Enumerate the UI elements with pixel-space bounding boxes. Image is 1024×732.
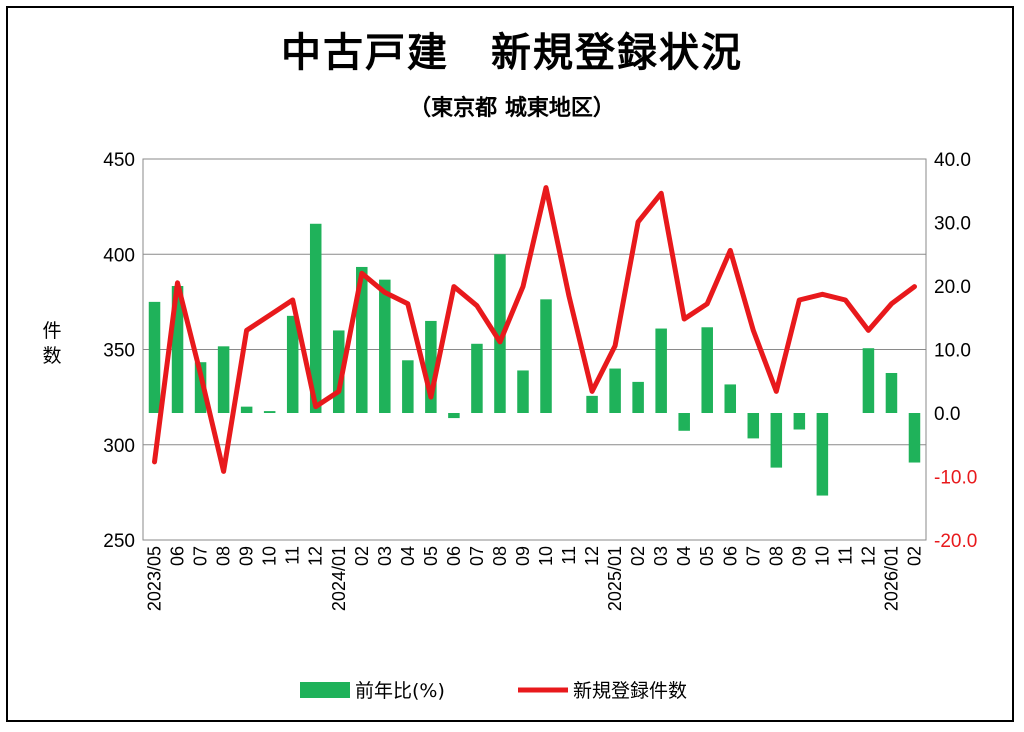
right-tick-label: 10.0 bbox=[934, 341, 971, 362]
bar bbox=[816, 413, 829, 496]
x-tick-label: 07 bbox=[743, 546, 763, 566]
right-axis: 40.0 30.0 20.0 10.0 0.0 -10.0 -20.0 bbox=[934, 150, 977, 552]
bar bbox=[540, 299, 552, 413]
bar bbox=[770, 413, 783, 468]
right-tick-label: -10.0 bbox=[934, 468, 977, 489]
x-tick-label: 06 bbox=[444, 546, 464, 566]
bar bbox=[724, 384, 737, 413]
x-tick-label: 08 bbox=[214, 546, 234, 566]
x-tick-label: 12 bbox=[582, 546, 602, 566]
x-tick-label: 04 bbox=[674, 546, 694, 566]
bar bbox=[171, 286, 184, 413]
left-axis-label-char: 数 bbox=[42, 345, 61, 367]
x-tick-label: 09 bbox=[237, 546, 257, 566]
bar bbox=[517, 370, 529, 413]
x-tick-label: 2026/01 bbox=[881, 546, 901, 611]
bar bbox=[471, 343, 483, 413]
right-tick-label: 40.0 bbox=[934, 150, 971, 171]
right-tick-label: 20.0 bbox=[934, 277, 971, 298]
x-tick-label: 02 bbox=[904, 546, 924, 566]
bar bbox=[632, 381, 644, 413]
bar bbox=[309, 223, 322, 413]
x-tick-label: 03 bbox=[375, 546, 395, 566]
x-tick-label: 06 bbox=[720, 546, 740, 566]
bar bbox=[793, 413, 806, 430]
right-tick-label: -20.0 bbox=[934, 531, 977, 552]
bar bbox=[240, 406, 253, 413]
x-tick-label: 08 bbox=[490, 546, 510, 566]
x-tick-label: 07 bbox=[191, 546, 211, 566]
bar bbox=[217, 346, 230, 413]
left-tick-label: 350 bbox=[103, 341, 135, 362]
bar bbox=[286, 315, 299, 413]
bar-series bbox=[148, 223, 921, 496]
bar bbox=[655, 328, 667, 413]
legend: 前年比(%) 新規登録件数 bbox=[300, 680, 687, 702]
x-tick-label: 12 bbox=[306, 546, 326, 566]
x-tick-label: 11 bbox=[559, 546, 579, 565]
bar bbox=[425, 320, 437, 413]
left-tick-label: 400 bbox=[103, 245, 135, 266]
bar bbox=[609, 368, 621, 413]
x-tick-label: 09 bbox=[789, 546, 809, 566]
left-axis-label: 件数 bbox=[42, 320, 61, 367]
x-tick-label: 11 bbox=[835, 546, 855, 565]
bar bbox=[908, 413, 921, 463]
bar bbox=[148, 301, 161, 413]
x-tick-label: 08 bbox=[766, 546, 786, 566]
bar bbox=[586, 395, 598, 413]
bar bbox=[402, 360, 414, 413]
x-tick-label: 04 bbox=[398, 546, 418, 566]
x-tick-label: 06 bbox=[168, 546, 188, 566]
line-series bbox=[152, 185, 917, 474]
left-tick-label: 250 bbox=[103, 531, 135, 552]
x-tick-label: 05 bbox=[421, 546, 441, 566]
right-tick-label: 0.0 bbox=[934, 404, 960, 425]
left-axis: 450 400 350 300 250 bbox=[103, 150, 135, 552]
legend-bar-label: 前年比(%) bbox=[355, 680, 445, 702]
x-tick-label: 05 bbox=[697, 546, 717, 566]
bar bbox=[332, 330, 345, 413]
x-tick-label: 02 bbox=[352, 546, 372, 566]
left-axis-label-char: 件 bbox=[42, 320, 61, 342]
chart-title: 中古戸建 新規登録状況 bbox=[281, 30, 743, 76]
x-tick-label: 02 bbox=[628, 546, 648, 566]
left-tick-label: 450 bbox=[103, 150, 135, 171]
x-tick-label: 2024/01 bbox=[329, 546, 349, 611]
bar bbox=[263, 411, 276, 413]
right-tick-label: 30.0 bbox=[934, 214, 971, 235]
x-tick-label: 10 bbox=[536, 546, 556, 566]
left-tick-label: 300 bbox=[103, 436, 135, 457]
x-tick-label: 12 bbox=[858, 546, 878, 566]
legend-bar-swatch bbox=[300, 682, 350, 698]
chart-subtitle: （東京都 城東地区） bbox=[409, 96, 615, 121]
bar bbox=[194, 362, 207, 413]
x-tick-label: 07 bbox=[467, 546, 487, 566]
bar bbox=[747, 413, 760, 439]
legend-line-label: 新規登録件数 bbox=[573, 680, 687, 702]
bar bbox=[379, 279, 391, 413]
x-tick-label: 2025/01 bbox=[605, 546, 625, 611]
x-tick-label: 09 bbox=[513, 546, 533, 566]
series-line bbox=[152, 185, 917, 474]
x-tick-label: 11 bbox=[283, 546, 303, 565]
x-axis: 2023/05 06 07 08 09 10 11 12 2024/01 02 03 04 05 06 07… bbox=[145, 546, 925, 611]
x-tick-label: 10 bbox=[812, 546, 832, 566]
bar bbox=[678, 413, 690, 431]
bar bbox=[494, 254, 506, 413]
bar bbox=[885, 372, 898, 413]
bar bbox=[356, 266, 368, 413]
bar bbox=[701, 327, 713, 413]
x-tick-label: 2023/05 bbox=[145, 546, 165, 611]
x-tick-label: 10 bbox=[260, 546, 280, 566]
bar bbox=[862, 348, 875, 413]
grid-lines bbox=[142, 158, 927, 541]
bar bbox=[448, 413, 460, 419]
x-tick-label: 03 bbox=[651, 546, 671, 566]
